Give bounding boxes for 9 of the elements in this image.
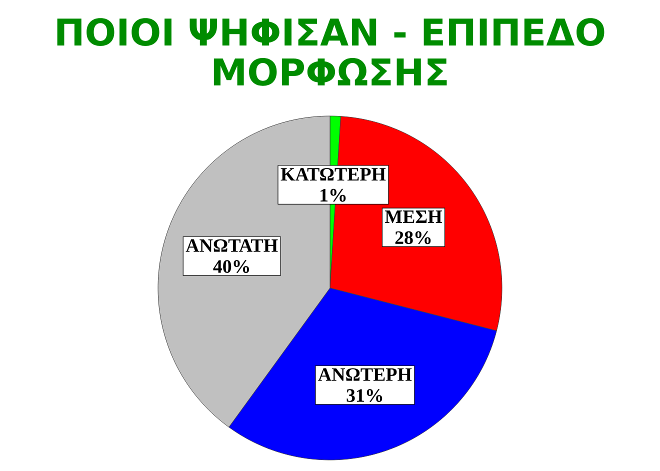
slice-label: ΑΝΩΤΕΡΗ	[318, 368, 412, 381]
slice-label: ΜΕΣΗ	[385, 210, 442, 223]
data-label: 40%	[213, 260, 249, 273]
data-label: 1%	[320, 188, 346, 202]
chart-title: ΠΟΙΟΙ ΨΗΦΙΣΑΝ - ΕΠΙΠΕΔΟ ΜΟΡΦΩΣΗΣ	[57, 18, 604, 86]
data-label: 28%	[395, 231, 431, 244]
slice-label: ΑΝΩΤΑΤΗ	[186, 239, 278, 252]
slice-label: ΚΑΤΩΤΕΡΗ	[280, 168, 386, 181]
data-label: 31%	[346, 389, 382, 402]
